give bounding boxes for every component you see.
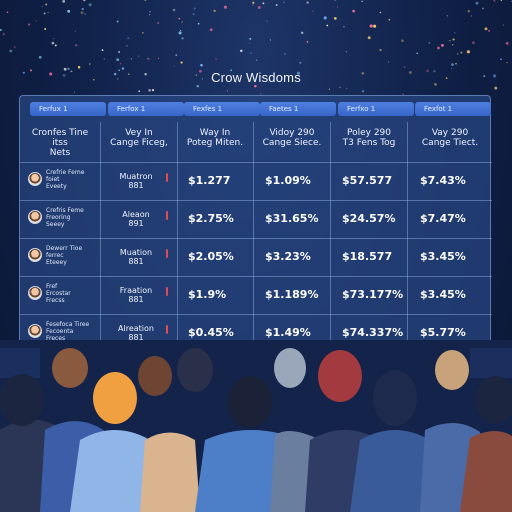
tab-5[interactable]: Ferfxo 1 <box>338 102 414 116</box>
avatar <box>28 324 42 338</box>
participant-name: Fesefoca Tiree Fecoenta Freces <box>46 321 90 342</box>
table-row[interactable]: Dewerr Tioe ferrec Eteeey Muation 881 $2… <box>20 238 492 276</box>
avatar <box>28 172 42 186</box>
participant-status: Muation 881 <box>119 248 153 266</box>
leaderboard-panel: Ferfux 1 Ferfox 1 Fexfes 1 Faetes 1 Ferf… <box>19 95 492 358</box>
table-row[interactable]: Crefrie Feme foiet Eveety Muatron 881 $1… <box>20 162 492 200</box>
value-cell: $2.75% <box>188 212 234 225</box>
value-cell: $18.577 <box>342 250 393 263</box>
table-row[interactable]: Fesefoca Tiree Fecoenta Freces Alreation… <box>20 314 492 352</box>
avatar <box>28 248 42 262</box>
value-cell: $0.45% <box>188 326 234 339</box>
participant-name: Dewerr Tioe ferrec Eteeey <box>46 245 83 266</box>
tab-6[interactable]: Fexfot 1 <box>415 102 491 116</box>
participant-name: Crefrie Feme foiet Eveety <box>46 169 85 190</box>
table-row[interactable]: Crefris Feme Freoring Seeey Aleaon 891 $… <box>20 200 492 238</box>
avatar <box>28 210 42 224</box>
value-cell: $5.77% <box>420 326 466 339</box>
value-cell: $1.09% <box>265 174 311 187</box>
participant-name: Crefris Feme Freoring Seeey <box>46 207 84 228</box>
participant-status: Fraation 881 <box>119 286 153 304</box>
participant-name: Fref Ercostar Frecss <box>46 283 71 304</box>
value-cell: $2.05% <box>188 250 234 263</box>
value-cell: $1.277 <box>188 174 231 187</box>
participant-status: Aleaon 891 <box>122 210 150 228</box>
flag-icon <box>166 173 168 182</box>
page-title: Crow Wisdoms <box>211 70 301 85</box>
avatar <box>28 286 42 300</box>
column-header-status: Vey In Cange Ficeg, <box>110 128 168 148</box>
tab-4[interactable]: Faetes 1 <box>260 102 336 116</box>
value-cell: $57.577 <box>342 174 393 187</box>
flag-icon <box>166 211 168 220</box>
data-table: Cronfes Tine itss Nets Vey In Cange Fice… <box>20 122 492 358</box>
column-header-name: Cronfes Tine itss Nets <box>31 128 89 158</box>
participant-status: Alreation 881 <box>118 324 154 342</box>
value-cell: $1.9% <box>188 288 227 301</box>
value-cell: $3.23% <box>265 250 311 263</box>
column-header-value-4: Vay 290 Cange Tiect. <box>421 128 479 148</box>
value-cell: $3.45% <box>420 288 466 301</box>
flag-icon <box>166 249 168 258</box>
column-header-value-2: Vidoy 290 Cange Siece. <box>262 128 322 148</box>
flag-icon <box>166 287 168 296</box>
participant-status: Muatron 881 <box>119 172 153 190</box>
value-cell: $7.43% <box>420 174 466 187</box>
value-cell: $24.57% <box>342 212 396 225</box>
value-cell: $1.49% <box>265 326 311 339</box>
value-cell: $1.189% <box>265 288 319 301</box>
value-cell: $73.177% <box>342 288 404 301</box>
value-cell: $3.45% <box>420 250 466 263</box>
tab-2[interactable]: Ferfox 1 <box>108 102 184 116</box>
column-header-value-3: Poley 290 T3 Fens Tog <box>342 128 396 148</box>
value-cell: $31.65% <box>265 212 319 225</box>
tab-3[interactable]: Fexfes 1 <box>184 102 260 116</box>
value-cell: $7.47% <box>420 212 466 225</box>
column-header-value-1: Way In Poteg Miten. <box>186 128 244 148</box>
tab-bar: Ferfux 1 Ferfox 1 Fexfes 1 Faetes 1 Ferf… <box>20 102 492 118</box>
tab-1[interactable]: Ferfux 1 <box>30 102 106 116</box>
audience-crowd-illustration <box>0 340 512 512</box>
table-row[interactable]: Fref Ercostar Frecss Fraation 881 $1.9% … <box>20 276 492 314</box>
flag-icon <box>166 325 168 334</box>
value-cell: $74.337% <box>342 326 404 339</box>
